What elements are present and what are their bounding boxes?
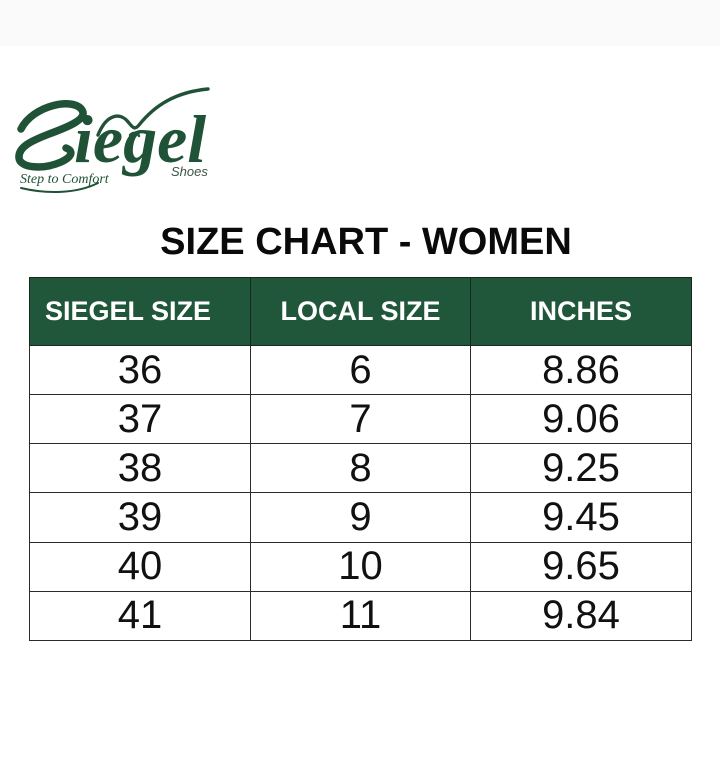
svg-text:Shoes: Shoes — [171, 164, 208, 179]
